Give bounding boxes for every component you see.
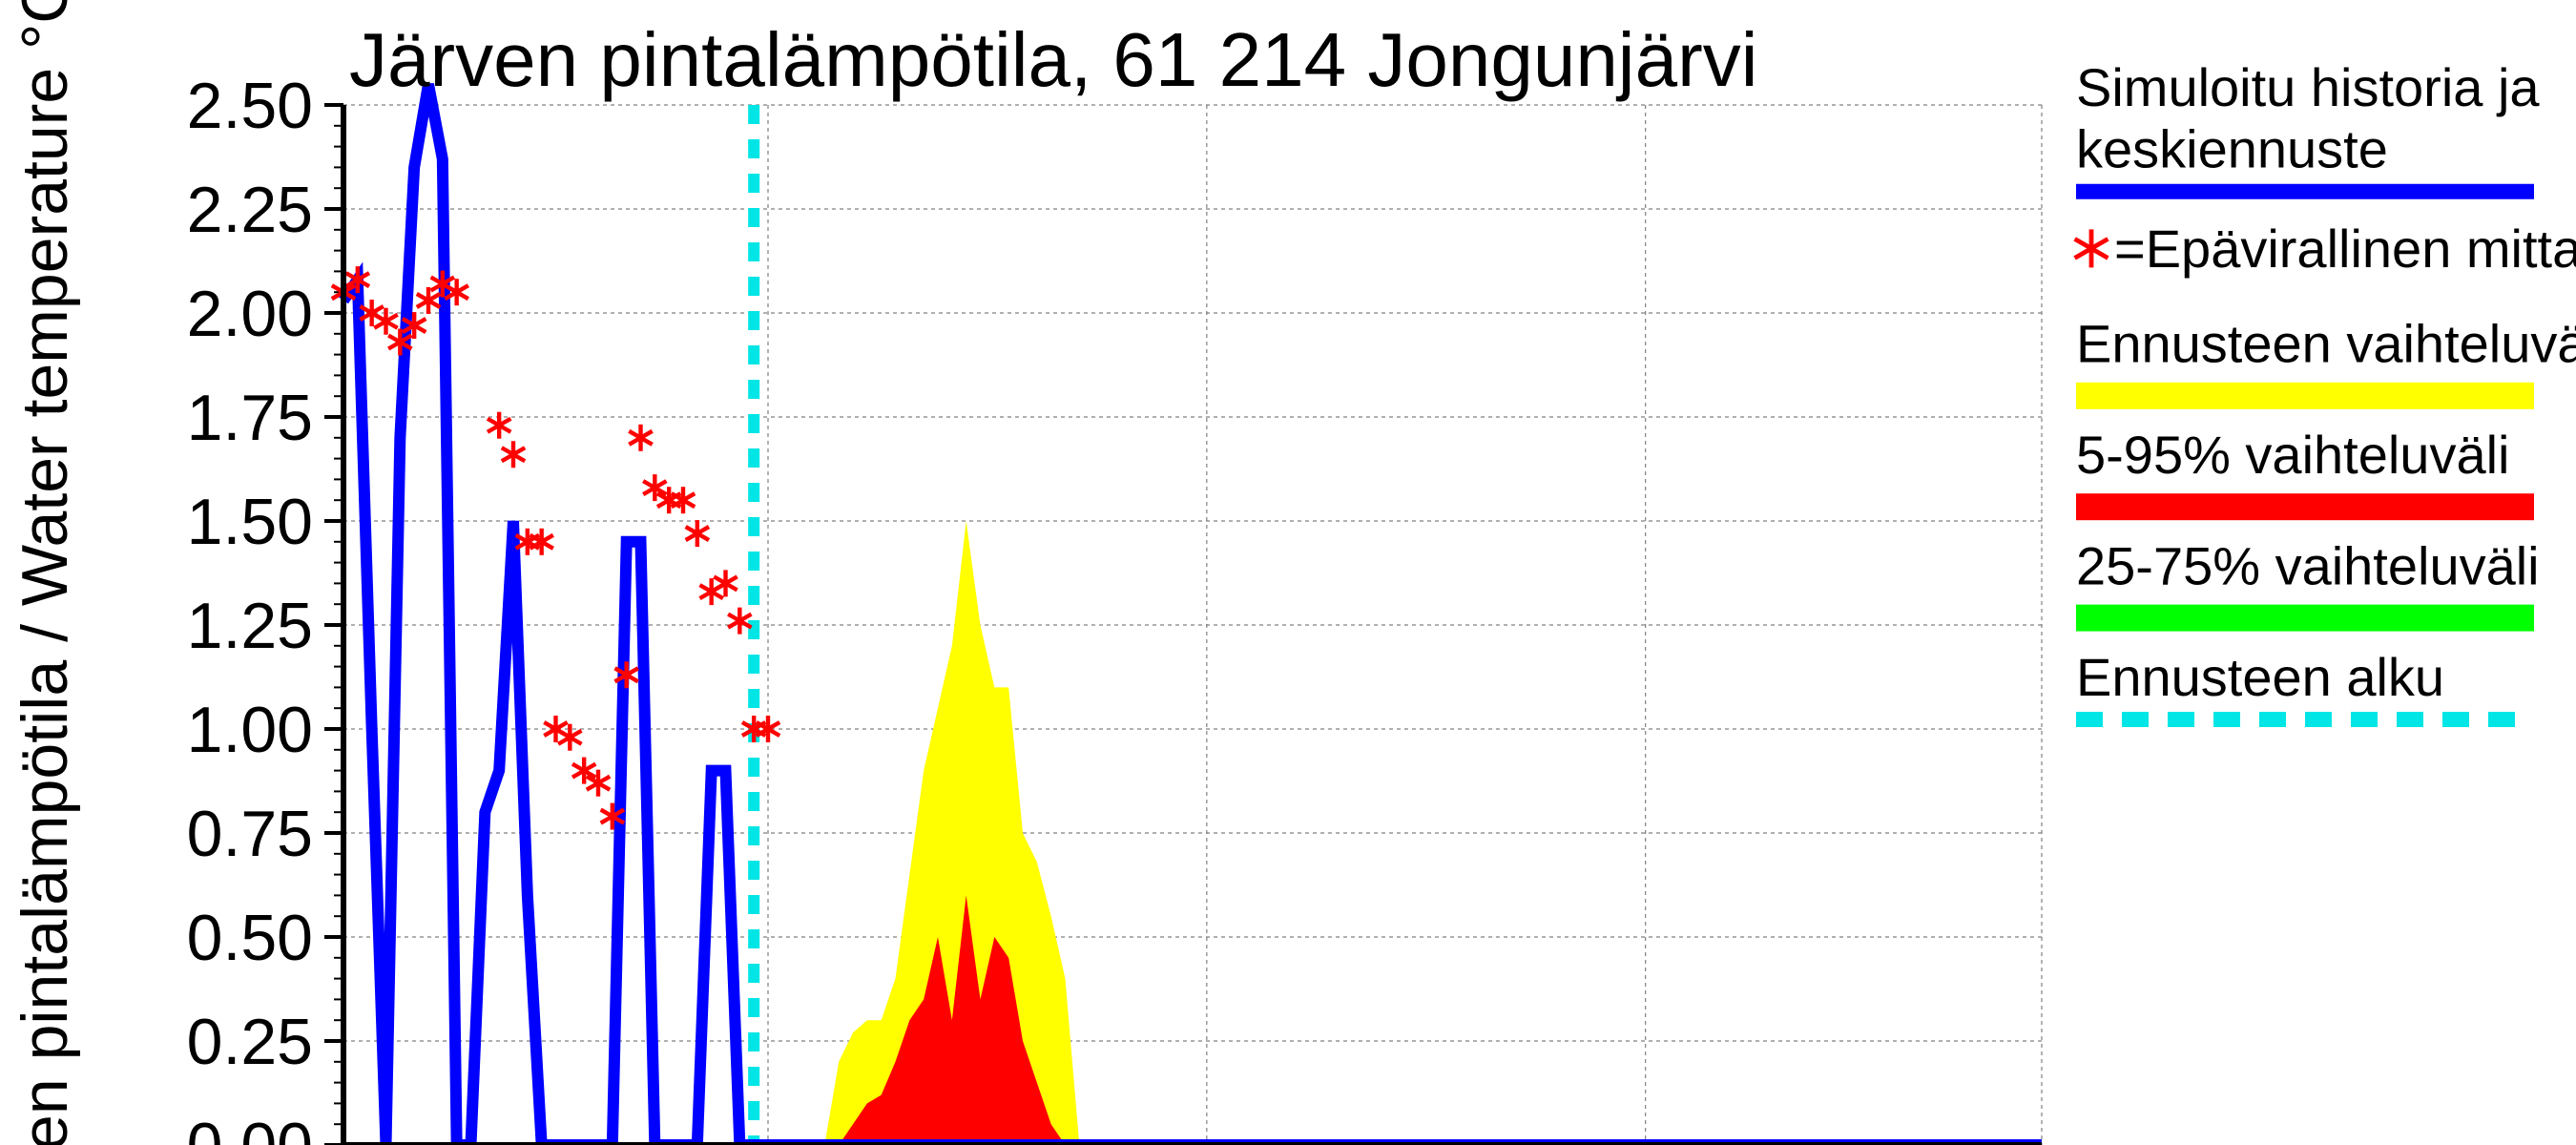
ytick-label: 2.25 <box>187 174 313 246</box>
legend-label: Simuloitu historia ja <box>2076 57 2540 117</box>
legend-label: 5-95% vaihteluväli <box>2076 425 2509 485</box>
legend-label: 25-75% vaihteluväli <box>2076 535 2540 595</box>
chart-title: Järven pintalämpötila, 61 214 Jongunjärv… <box>349 17 1757 102</box>
ytick-label: 2.50 <box>187 70 313 142</box>
ytick-label: 2.00 <box>187 278 313 350</box>
ytick-label: 1.75 <box>187 382 313 454</box>
chart-svg: 0.00 0.25 0.50 0.75 1.00 1.25 1.50 1.75 2.00 2.25… <box>0 0 2576 1145</box>
ytick-label: 0.50 <box>187 902 313 974</box>
ytick-label: 0.00 <box>187 1110 313 1145</box>
ytick-label: 1.50 <box>187 486 313 558</box>
y-axis-label: Järven pintalämpötila / Water temperatur… <box>9 0 81 1145</box>
legend-block <box>2076 605 2534 632</box>
legend-label: Ennusteen vaihteluväli <box>2076 314 2576 374</box>
chart-container: 0.00 0.25 0.50 0.75 1.00 1.25 1.50 1.75 2.00 2.25… <box>0 0 2576 1145</box>
legend-block <box>2076 383 2534 409</box>
legend-label: keskiennuste <box>2076 119 2388 179</box>
ytick-label: 1.25 <box>187 590 313 662</box>
ytick-label: 0.75 <box>187 798 313 870</box>
legend-block <box>2076 493 2534 520</box>
legend-label: =Epävirallinen mittaus <box>2114 219 2576 279</box>
ytick-label: 0.25 <box>187 1006 313 1078</box>
legend-label: Ennusteen alku <box>2076 647 2444 707</box>
ytick-label: 1.00 <box>187 694 313 766</box>
